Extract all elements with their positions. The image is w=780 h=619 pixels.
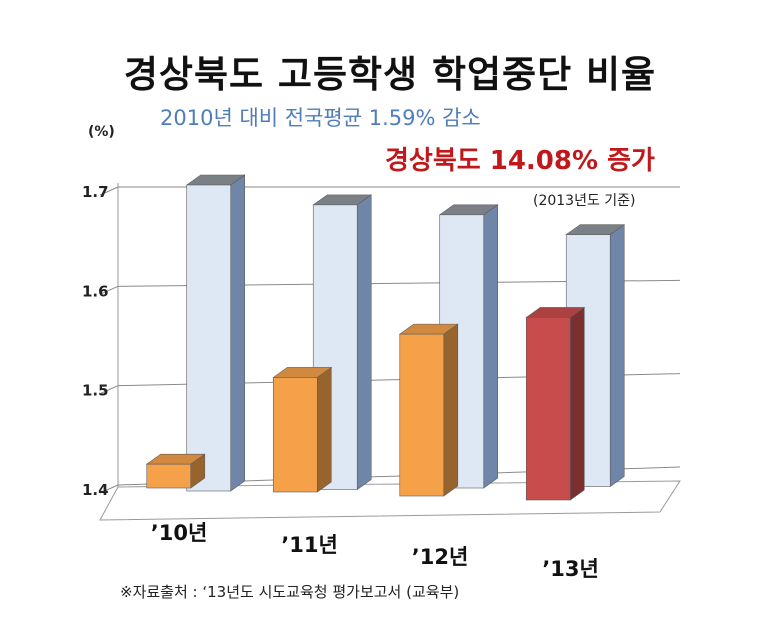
bar-series-1 [525,306,586,501]
x-tick-label: ’13년 [542,557,599,581]
chart-basis-note: (2013년도 기준) [533,193,636,209]
source-note: ※자료출처 : ‘13년도 시도교육청 평가보고서 (교육부) [120,583,460,601]
chart-subtitle: 2010년 대비 전국평균 1.59% 감소 [160,106,481,130]
gridline-depth [99,186,119,196]
y-tick-label: 1.5 [82,382,109,400]
y-tick-label: 1.4 [82,481,109,499]
chart-highlight: 경상북도 14.08% 증가 [385,146,655,176]
bar-series-2 [312,194,373,491]
bar-series-1 [398,323,459,497]
y-tick-label: 1.7 [82,183,109,201]
bar-series-1 [272,366,333,493]
x-axis: ’10년 ’11년 ’12년 ’13년 [151,521,599,581]
gridline-depth [99,285,119,295]
bar-series-1 [145,453,206,489]
gridline-depth [99,385,119,395]
x-tick-label: ’11년 [281,533,338,557]
chart-title: 경상북도 고등학생 학업중단 비율 [123,53,657,96]
bar-series-2 [565,224,626,488]
bar-series-2 [185,174,246,492]
x-tick-label: ’12년 [412,545,469,569]
y-axis: 1.4 1.5 1.6 1.7 [82,183,109,499]
gridline-depth [99,484,119,494]
x-tick-label: ’10년 [151,521,208,545]
bars [145,174,626,501]
y-tick-label: 1.6 [82,282,109,300]
y-axis-unit: (%) [88,124,115,140]
